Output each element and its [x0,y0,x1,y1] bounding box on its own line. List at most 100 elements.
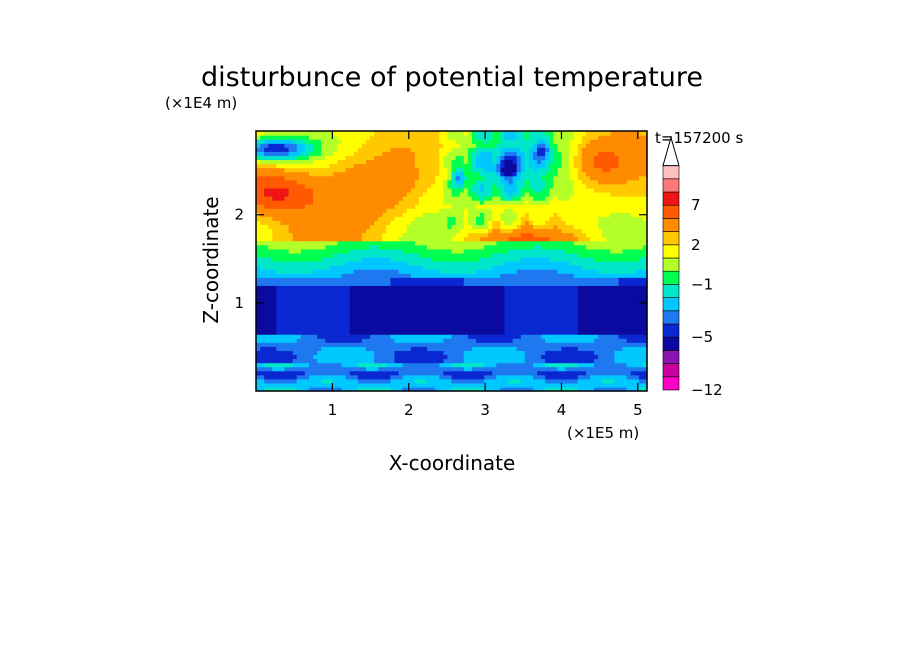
field-cell [565,216,571,221]
field-cell [573,248,579,254]
field-cell [276,293,282,299]
field-cell [390,330,396,335]
field-cell [337,200,343,205]
field-cell [443,313,449,319]
field-cell [333,317,339,323]
field-cell [321,305,326,311]
field-cell [594,330,599,335]
field-cell [512,196,518,201]
field-cell [451,362,457,368]
field-cell [524,326,530,331]
field-cell [390,346,396,351]
field-cell [264,330,269,335]
field-cell [610,200,616,205]
field-cell [361,187,367,193]
field-cell [329,236,334,242]
field-cell [467,228,473,234]
field-cell [406,216,412,221]
field-cell [357,183,363,189]
field-cell [337,382,343,388]
field-cell [463,293,469,299]
field-cell [577,281,583,286]
field-cell [532,370,538,376]
field-cell [642,179,648,185]
field-cell [520,321,526,327]
field-cell [349,273,355,278]
field-cell [504,216,510,221]
field-cell [329,269,334,274]
field-cell [292,220,298,226]
field-cell [585,293,591,299]
field-cell [504,240,510,246]
field-cell [402,208,408,213]
field-cell [284,305,290,311]
field-cell [357,179,363,185]
field-cell [561,354,567,360]
field-cell [435,362,440,368]
field-cell [410,289,416,295]
field-cell [541,265,546,270]
field-cell [492,277,497,282]
field-cell [443,338,449,343]
field-cell [427,370,432,376]
field-cell [492,269,497,274]
field-cell [455,256,461,262]
field-cell [471,256,477,262]
field-cell [618,374,624,380]
field-cell [402,212,408,217]
field-cell [504,338,510,343]
field-cell [463,244,469,250]
field-cell [569,358,575,364]
field-cell [541,208,546,213]
field-cell [296,212,302,217]
field-cell [374,208,379,213]
field-cell [386,366,392,372]
field-cell [418,317,424,323]
field-cell [292,248,298,254]
field-cell [475,261,481,266]
field-cell [508,179,514,185]
field-cell [284,228,290,234]
field-cell [532,208,538,213]
field-cell [333,228,339,234]
field-cell [614,252,620,258]
field-cell [341,179,347,185]
field-cell [553,305,558,311]
field-cell [435,366,440,372]
field-cell [439,236,444,242]
field-cell [630,256,636,262]
field-cell [573,297,579,303]
field-cell [329,321,334,327]
field-cell [313,326,318,331]
field-cell [406,285,412,291]
field-cell [414,204,420,209]
field-cell [353,321,359,327]
field-cell [610,338,616,343]
field-cell [496,183,501,189]
field-cell [447,293,453,299]
field-cell [459,269,465,274]
field-cell [349,386,355,392]
field-cell [594,309,599,315]
field-cell [585,224,591,230]
field-cell [475,334,481,339]
field-cell [382,196,387,201]
field-cell [549,277,554,282]
field-cell [439,232,444,238]
field-cell [414,179,420,185]
field-cell [321,196,326,201]
field-cell [634,297,640,303]
field-cell [325,240,330,246]
field-cell [537,301,542,307]
field-cell [390,281,396,286]
field-cell [512,232,518,238]
field-cell [353,232,359,238]
field-cell [541,297,546,303]
field-cell [418,252,424,258]
field-cell [606,305,611,311]
field-cell [484,342,489,347]
field-cell [471,220,477,226]
field-cell [480,366,485,372]
field-cell [467,208,473,213]
field-cell [374,305,379,311]
